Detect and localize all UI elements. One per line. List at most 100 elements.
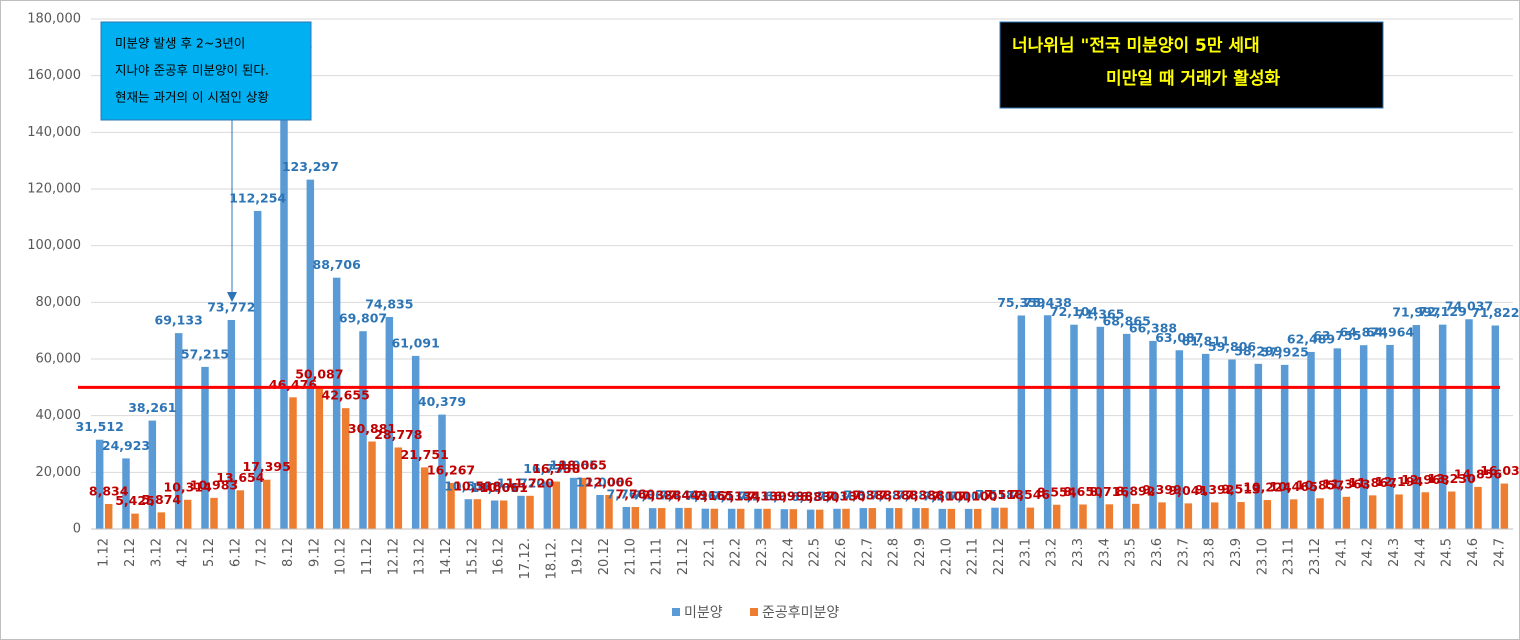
data-label: 61,091 (392, 335, 440, 350)
y-tick-label: 160,000 (27, 68, 81, 83)
bar (1263, 500, 1272, 529)
data-label: 10,518 (444, 479, 492, 494)
data-label: 30,881 (348, 421, 396, 436)
data-label: 12,006 (585, 474, 634, 489)
data-label: 7,100 (932, 488, 972, 503)
callout-text: 지나야 준공후 미분양이 된다. (115, 63, 269, 78)
y-tick-label: 120,000 (27, 182, 81, 197)
bar (1491, 325, 1500, 529)
x-tick-label: 22.5 (808, 538, 823, 567)
x-tick-label: 5.12 (202, 538, 217, 567)
data-label: 59,806 (1208, 339, 1257, 354)
bar (183, 499, 192, 529)
x-tick-label: 23.8 (1203, 538, 1218, 567)
data-label: 71,822 (1471, 305, 1519, 320)
bar (315, 387, 324, 529)
x-tick-label: 23.2 (1045, 538, 1060, 567)
bar (815, 509, 824, 529)
x-tick-label: 23.9 (1229, 538, 1244, 567)
data-label: 123,297 (282, 159, 339, 174)
bar (1412, 325, 1421, 529)
data-label: 7,388 (879, 488, 919, 503)
bar (1342, 496, 1351, 529)
bar (938, 508, 947, 529)
data-label: 9,041 (1169, 483, 1209, 498)
bar (385, 316, 394, 529)
data-label: 75,438 (1024, 295, 1072, 310)
callout-arrowhead (227, 292, 237, 302)
x-tick-label: 18.12. (544, 538, 559, 579)
legend-label: 미분양 (684, 605, 723, 621)
x-tick-label: 24.1 (1334, 538, 1349, 567)
data-label: 7,130 (826, 488, 866, 503)
x-tick-label: 22.10 (939, 538, 954, 575)
data-label: 16,738 (523, 461, 571, 476)
bar (1228, 359, 1236, 529)
bar (1316, 498, 1324, 529)
x-tick-label: 6.12 (228, 538, 243, 567)
data-label: 12,968 (1401, 472, 1449, 487)
bar (921, 508, 929, 529)
data-label: 88,706 (313, 257, 362, 272)
bar (1474, 486, 1482, 529)
data-label: 10,518 (453, 479, 501, 494)
bar (736, 508, 745, 529)
data-label: 12,006 (576, 474, 625, 489)
data-label: 7,130 (738, 488, 778, 503)
x-tick-label: 23.6 (1150, 538, 1165, 567)
data-label: 8,834 (89, 483, 129, 498)
bar (1395, 494, 1403, 529)
data-label: 31,512 (76, 419, 124, 434)
data-label: 8,892 (1116, 483, 1156, 498)
bar (569, 477, 578, 529)
data-label: 12,194 (1375, 474, 1424, 489)
data-label: 69,133 (155, 313, 203, 328)
data-label: 7,760 (607, 487, 647, 502)
bar (1184, 503, 1193, 529)
bar (1333, 348, 1342, 529)
y-tick-label: 20,000 (36, 465, 82, 480)
bar (438, 414, 446, 529)
data-label: 9,392 (1195, 482, 1235, 497)
bar (499, 500, 508, 529)
data-label: 7,388 (853, 488, 893, 503)
bar (517, 495, 525, 529)
bar (1201, 353, 1210, 529)
data-label: 13,654 (216, 470, 265, 485)
data-label: 7,100 (923, 488, 963, 503)
x-tick-label: 19.12 (571, 538, 586, 575)
data-label: 71,365 (1076, 306, 1124, 321)
x-tick-label: 24.2 (1361, 538, 1376, 567)
bar (1122, 333, 1131, 529)
data-label: 6,830 (800, 489, 840, 504)
bar (868, 508, 877, 529)
legend-swatch (672, 608, 680, 616)
x-tick-label: 16.12 (492, 538, 507, 575)
x-tick-label: 12.12 (386, 538, 401, 575)
bar (1359, 345, 1368, 529)
x-tick-label: 23.7 (1176, 538, 1191, 567)
data-label: 24,923 (102, 438, 150, 453)
bar (947, 508, 956, 529)
bar (368, 441, 376, 529)
data-label: 7,134 (721, 488, 761, 503)
data-label: 73,772 (207, 299, 255, 314)
data-label: 16,267 (427, 462, 475, 477)
data-label: 42,655 (322, 388, 370, 403)
bar (253, 210, 262, 529)
data-label: 11,867 (1349, 475, 1397, 490)
y-tick-label: 80,000 (36, 295, 82, 310)
data-label: 64,874 (1340, 325, 1389, 340)
x-tick-label: 22.4 (781, 538, 796, 567)
bar (1465, 319, 1473, 529)
bar (543, 481, 552, 529)
bar (710, 508, 719, 529)
bar (754, 508, 762, 529)
x-tick-label: 23.4 (1097, 538, 1112, 567)
bar (675, 507, 683, 529)
x-tick-label: 23.12 (1308, 538, 1323, 575)
x-tick-label: 22.3 (755, 538, 770, 567)
data-label: 16,738 (532, 461, 580, 476)
data-label: 7,388 (844, 488, 884, 503)
